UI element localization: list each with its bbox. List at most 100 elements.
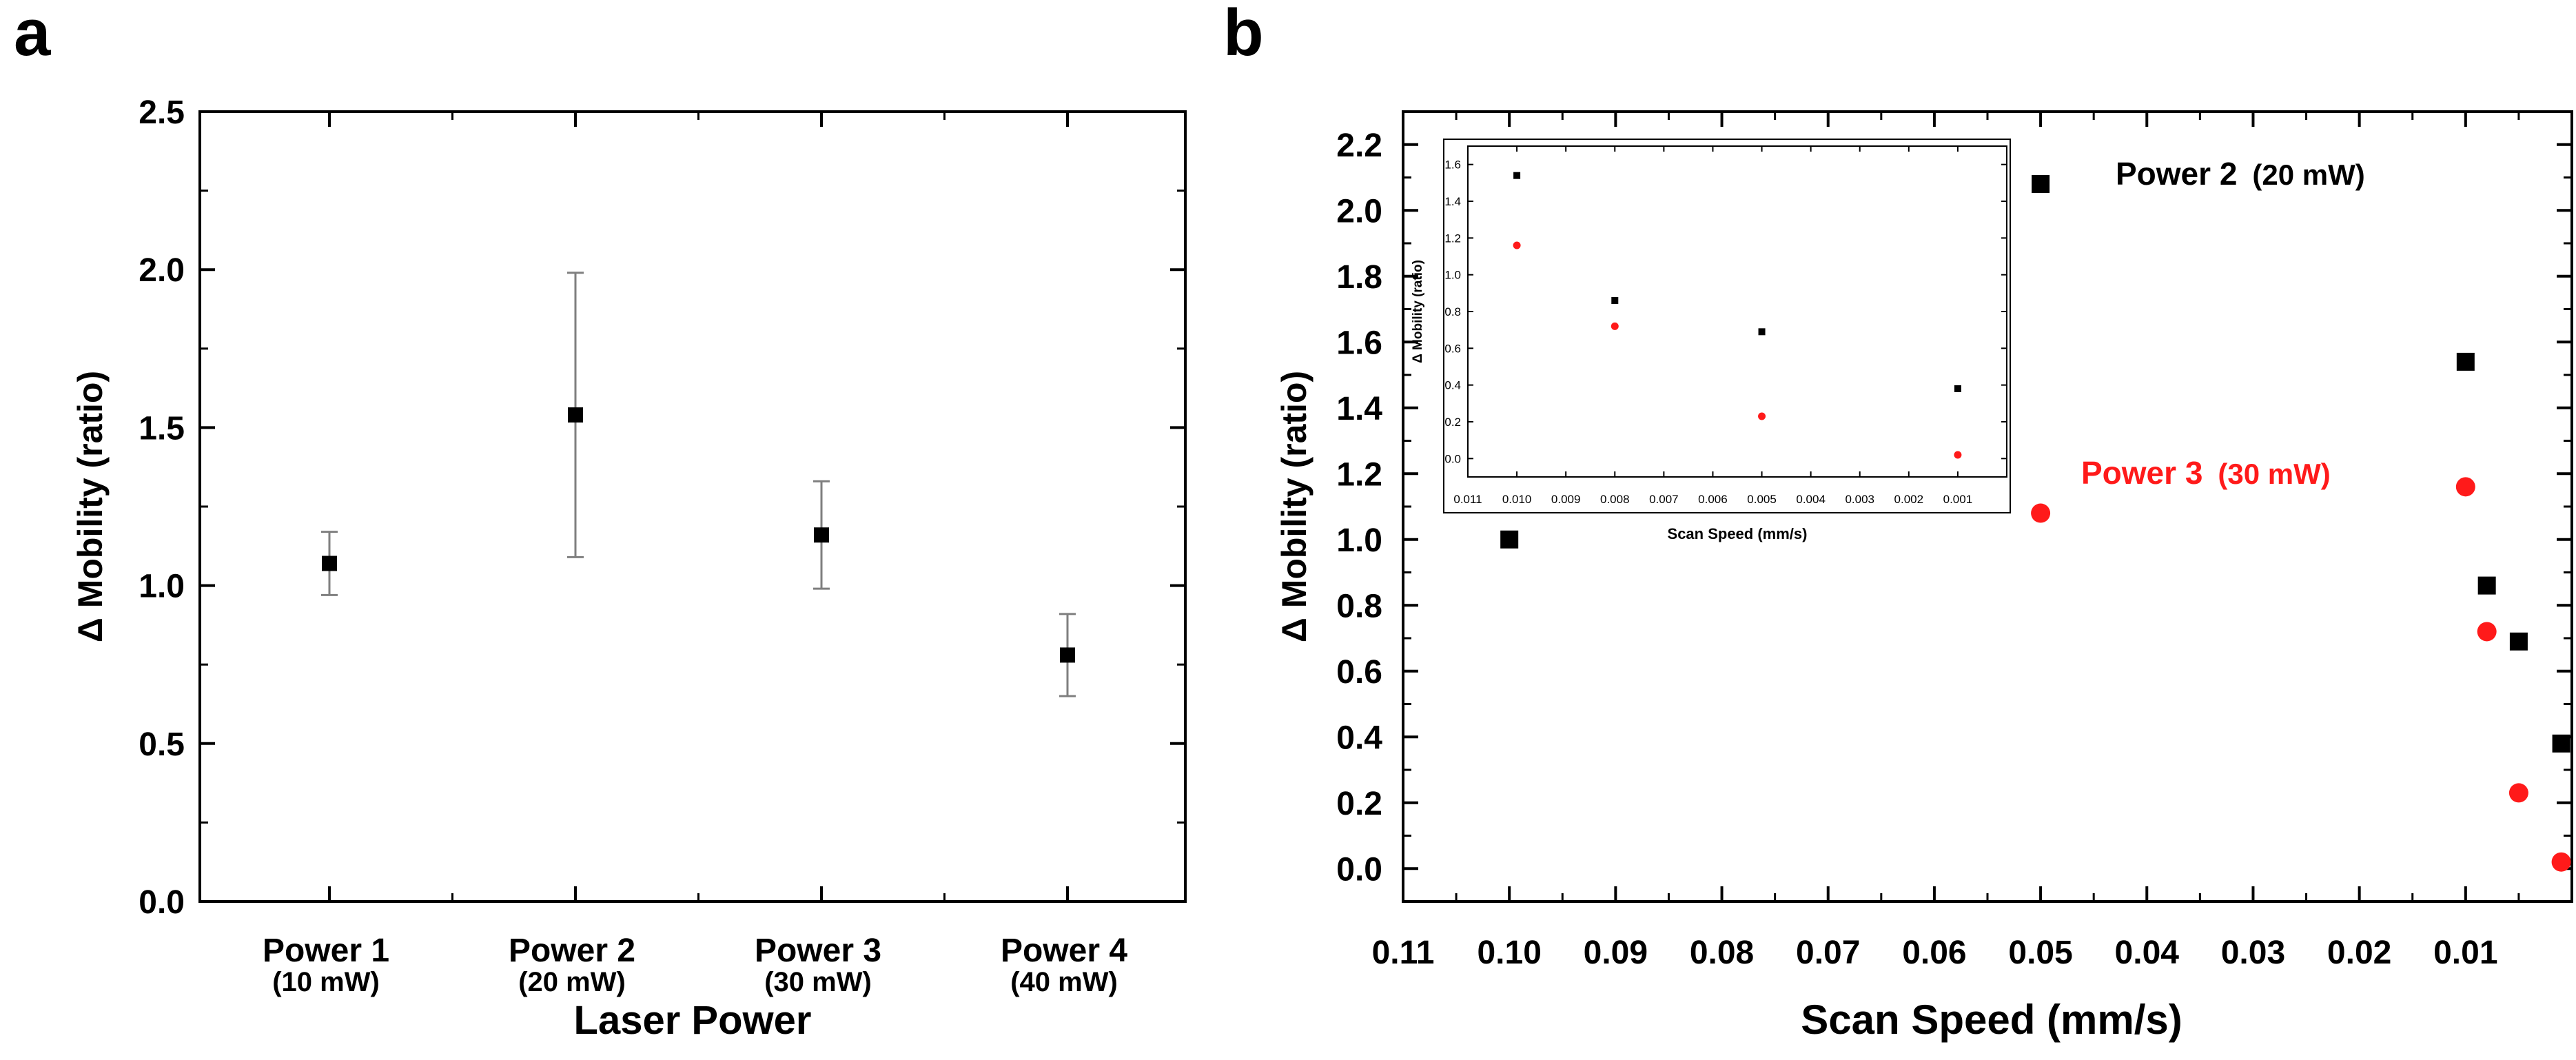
panel-a-x-axis: Power 1(10 mW) Power 2(20 mW) Power 3(30 m… bbox=[263, 112, 1127, 997]
b-y-tick-label: 0.0 bbox=[1336, 851, 1382, 888]
data-point-circle bbox=[2508, 783, 2528, 803]
b-x-tick-label: 0.07 bbox=[1796, 935, 1860, 971]
b-y-tick-label: 2.0 bbox=[1336, 193, 1382, 230]
b-x-tick-label: 0.04 bbox=[2115, 935, 2180, 971]
b-y-tick-label: 0.4 bbox=[1336, 720, 1382, 756]
inset-data-point-circle bbox=[1758, 412, 1766, 420]
panel-a-x-axis-label: Laser Power bbox=[574, 998, 812, 1043]
a-x-tick-sublabel: (40 mW) bbox=[1010, 967, 1118, 997]
panel-b-y-axis-label: Δ Mobility (ratio) bbox=[1275, 371, 1313, 642]
panel-b-y-axis: 0.0 0.2 0.4 0.6 0.8 1.0 1.2 1.4 1.6 1.8 2.0 2.2 bbox=[1336, 128, 2572, 888]
panel-a-y-axis-label: Δ Mobility (ratio) bbox=[71, 371, 110, 642]
power2-annotation: Power 2 (20 mW) bbox=[2116, 156, 2365, 192]
inset-y-tick-label: 1.4 bbox=[1444, 195, 1461, 208]
b-x-tick-label: 0.03 bbox=[2221, 935, 2285, 971]
panel-a-label: a bbox=[14, 0, 51, 70]
data-point-square bbox=[322, 556, 337, 571]
data-point-circle bbox=[2031, 503, 2051, 523]
panel-b-x-axis: 0.11 0.10 0.09 0.08 0.07 0.06 0.05 0.04 0.03 0.02… bbox=[1372, 112, 2520, 971]
inset-x-tick-label: 0.003 bbox=[1845, 493, 1874, 506]
a-y-tick-label: 1.0 bbox=[139, 569, 185, 605]
data-point-square bbox=[2477, 576, 2496, 595]
inset-x-tick-label: 0.009 bbox=[1551, 493, 1581, 506]
power3-annotation-name: Power 3 bbox=[2081, 455, 2202, 491]
inset-data-point-square bbox=[1611, 297, 1619, 304]
inset-data-point-square bbox=[1513, 172, 1521, 179]
inset-x-tick-label: 0.007 bbox=[1649, 493, 1679, 506]
inset-y-axis: 0.0 0.2 0.4 0.6 0.8 1.0 1.2 1.4 1.6 bbox=[1444, 159, 2007, 465]
a-x-tick-label: Power 4 bbox=[1001, 932, 1127, 969]
inset-y-tick-label: 1.6 bbox=[1444, 159, 1461, 172]
inset-y-tick-label: 0.6 bbox=[1444, 342, 1461, 355]
a-y-tick-label: 1.5 bbox=[139, 410, 185, 447]
b-y-tick-label: 1.4 bbox=[1336, 391, 1382, 427]
panel-b-x-axis-label: Scan Speed (mm/s) bbox=[1801, 997, 2183, 1043]
power3-annotation-unit: (30 mW) bbox=[2218, 458, 2330, 490]
inset-x-tick-label: 0.010 bbox=[1502, 493, 1532, 506]
b-y-tick-label: 2.2 bbox=[1336, 128, 1382, 164]
a-x-tick-label: Power 2 bbox=[509, 932, 635, 969]
inset-x-tick-label: 0.002 bbox=[1894, 493, 1924, 506]
power2-annotation-name: Power 2 bbox=[2116, 156, 2237, 192]
b-x-tick-label: 0.01 bbox=[2433, 935, 2497, 971]
b-x-tick-label: 0.10 bbox=[1477, 935, 1541, 971]
inset-x-tick-label: 0.004 bbox=[1796, 493, 1826, 506]
data-point-square bbox=[1500, 530, 1519, 549]
inset-y-tick-label: 0.8 bbox=[1444, 305, 1461, 318]
b-x-tick-label: 0.11 bbox=[1372, 935, 1435, 971]
a-y-tick-label: 0.5 bbox=[139, 726, 185, 763]
inset-y-tick-label: 1.0 bbox=[1444, 269, 1461, 282]
data-point-square bbox=[2032, 175, 2050, 194]
a-y-tick-label: 0.0 bbox=[139, 884, 185, 921]
b-y-tick-label: 1.0 bbox=[1336, 522, 1382, 559]
panel-b-label: b bbox=[1223, 0, 1264, 70]
b-x-tick-label: 0.09 bbox=[1584, 935, 1648, 971]
b-y-tick-label: 1.6 bbox=[1336, 325, 1382, 361]
a-y-tick-label: 2.0 bbox=[139, 252, 185, 289]
inset-outer-frame bbox=[1443, 139, 2011, 513]
power2-annotation-unit: (20 mW) bbox=[2252, 159, 2364, 191]
inset-x-axis: 0.011 0.010 0.009 0.008 0.007 0.006 0.005 0.004… bbox=[1453, 146, 1972, 506]
a-x-tick-label: Power 3 bbox=[755, 932, 881, 969]
inset-x-tick-label: 0.008 bbox=[1600, 493, 1630, 506]
data-point-circle bbox=[2455, 477, 2475, 497]
b-x-tick-label: 0.08 bbox=[1690, 935, 1754, 971]
inset-data-point-square bbox=[1758, 328, 1766, 336]
inset-y-tick-label: 0.0 bbox=[1444, 452, 1461, 465]
a-y-tick-label: 2.5 bbox=[139, 94, 185, 131]
inset-y-tick-label: 0.2 bbox=[1444, 416, 1461, 429]
inset-data-point-circle bbox=[1954, 451, 1962, 459]
a-x-tick-sublabel: (10 mW) bbox=[272, 967, 380, 997]
inset-y-axis-label: Δ Mobility (ratio) bbox=[1411, 260, 1425, 363]
panel-a-y-axis: 0.0 0.5 1.0 1.5 2.0 2.5 bbox=[139, 94, 1185, 921]
a-x-tick-sublabel: (30 mW) bbox=[764, 967, 872, 997]
data-point-square bbox=[2456, 352, 2475, 371]
inset-chart: 0.00.20.40.60.81.01.21.41.6 0.011 0.010 0.… bbox=[1411, 139, 2011, 542]
inset-data-point-circle bbox=[1513, 241, 1521, 249]
inset-x-axis-label: Scan Speed (mm/s) bbox=[1668, 525, 1808, 542]
inset-marks bbox=[1513, 172, 1962, 459]
inset-x-tick-label: 0.005 bbox=[1747, 493, 1777, 506]
inset-x-tick-label: 0.011 bbox=[1453, 493, 1482, 506]
b-x-tick-label: 0.05 bbox=[2008, 935, 2072, 971]
inset-data-point-circle bbox=[1611, 322, 1619, 330]
b-x-tick-label: 0.06 bbox=[1902, 935, 1966, 971]
b-y-tick-label: 0.2 bbox=[1336, 786, 1382, 822]
data-point-square bbox=[2552, 734, 2570, 753]
inset-y-tick-label: 1.2 bbox=[1444, 232, 1461, 245]
data-point-square bbox=[814, 527, 829, 543]
b-y-tick-label: 0.6 bbox=[1336, 654, 1382, 691]
b-y-tick-label: 1.8 bbox=[1336, 259, 1382, 296]
panel-b-marks bbox=[1500, 175, 2571, 872]
data-point-circle bbox=[2477, 622, 2497, 642]
inset-y-tick-label: 0.4 bbox=[1444, 379, 1461, 392]
panel-b: b 0.0 0.2 0.4 0.6 0.8 1.0 1.2 1.4 1.6 1.8 2.0 2.2 0… bbox=[1223, 0, 2573, 1043]
b-x-tick-label: 0.02 bbox=[2327, 935, 2391, 971]
data-point-square bbox=[2509, 632, 2528, 651]
panel-a-plot-frame bbox=[198, 110, 1187, 903]
a-x-tick-label: Power 1 bbox=[263, 932, 389, 969]
panel-a: a 0.00.51.01.52.02.5 Power 1(10 mW)Power… bbox=[14, 0, 1187, 1043]
a-x-tick-sublabel: (20 mW) bbox=[518, 967, 626, 997]
inset-x-tick-label: 0.006 bbox=[1698, 493, 1728, 506]
